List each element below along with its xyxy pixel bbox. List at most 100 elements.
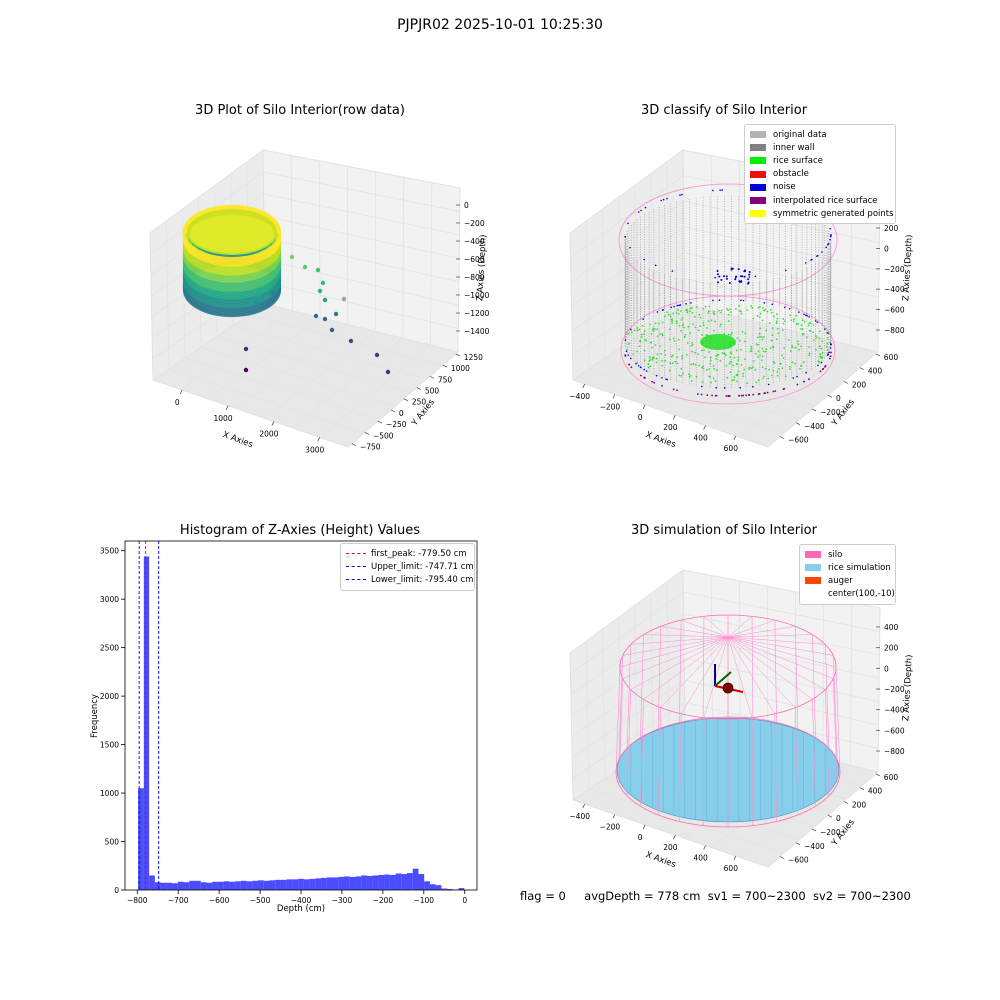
rice-surface-point bbox=[751, 366, 754, 369]
rice-surface-point bbox=[826, 349, 829, 352]
y-tick-label: 0 bbox=[836, 394, 841, 403]
rice-surface-point bbox=[782, 322, 785, 325]
rice-surface-point bbox=[678, 374, 681, 377]
silo-roof-line bbox=[619, 636, 729, 668]
rice-surface-point bbox=[800, 345, 803, 348]
x-tick-label: 400 bbox=[693, 434, 708, 443]
z-tick-label: 400 bbox=[884, 623, 899, 632]
noise-point bbox=[721, 189, 723, 191]
rice-surface-point bbox=[650, 333, 653, 335]
silo-roof-line bbox=[622, 636, 729, 656]
rice-surface-point bbox=[755, 381, 758, 384]
rice-surface-point bbox=[723, 352, 726, 355]
rice-surface-point bbox=[799, 368, 801, 370]
histogram-bar bbox=[252, 880, 259, 890]
rice-surface-point bbox=[740, 312, 743, 315]
rice-surface-point bbox=[733, 379, 736, 381]
silo-wall-line bbox=[657, 626, 661, 730]
rice-surface-point bbox=[758, 332, 761, 335]
silo-outline bbox=[620, 295, 836, 405]
rice-surface-point bbox=[790, 350, 792, 352]
rice-surface-point bbox=[744, 358, 746, 361]
rice-surface-point bbox=[750, 345, 753, 348]
rice-surface-point bbox=[755, 343, 758, 346]
noise-point bbox=[624, 339, 627, 341]
rice-surface-point bbox=[661, 364, 664, 367]
rice-surface-point bbox=[738, 309, 741, 312]
silo-wall-line bbox=[679, 713, 682, 822]
noise-point bbox=[670, 306, 673, 309]
y-tick bbox=[429, 375, 435, 379]
flag-text: flag = 0 bbox=[520, 889, 566, 903]
interpolated-point bbox=[824, 365, 827, 367]
z-tick-label: −600 bbox=[464, 255, 485, 264]
noise-point bbox=[642, 318, 644, 320]
x-tick bbox=[612, 814, 616, 819]
noise-point bbox=[739, 275, 742, 278]
z-tick-label: −800 bbox=[884, 747, 905, 756]
noise-point bbox=[788, 307, 791, 310]
raw-point bbox=[243, 367, 249, 373]
rice-surface-point bbox=[769, 308, 772, 311]
rice-surface-point bbox=[796, 340, 799, 343]
z-tick-label: −1000 bbox=[464, 291, 490, 300]
rice-surface-point bbox=[691, 312, 694, 314]
histogram-bar bbox=[458, 888, 465, 890]
noise-point bbox=[742, 299, 745, 302]
rice-surface-point bbox=[640, 333, 643, 336]
rice-surface-point bbox=[656, 353, 659, 356]
rice-surface-point bbox=[720, 309, 723, 312]
rice-surface-point bbox=[790, 319, 793, 322]
noise-point bbox=[743, 275, 746, 278]
rice-surface-point bbox=[757, 356, 760, 358]
interpolated-point bbox=[772, 390, 775, 393]
x-tick-label: 200 bbox=[663, 423, 678, 432]
rice-surface-point bbox=[703, 349, 705, 352]
x-tick bbox=[271, 421, 275, 426]
histogram-legend: first_peak: -779.50 cm Upper_limit: -747… bbox=[340, 543, 475, 591]
noise-point bbox=[643, 258, 645, 261]
rice-surface-point bbox=[689, 310, 692, 312]
histogram-bar bbox=[384, 874, 390, 890]
z-tick-label: −200 bbox=[464, 219, 485, 228]
histogram-bar bbox=[177, 881, 184, 890]
noise-point bbox=[829, 227, 832, 230]
rice-surface-point bbox=[757, 379, 760, 382]
silo-roof-line bbox=[660, 626, 729, 638]
silo-roof-line bbox=[727, 636, 834, 679]
y-tick-label: −400 bbox=[804, 842, 825, 851]
histogram-bar bbox=[321, 877, 327, 890]
rice-surface-point bbox=[797, 322, 800, 325]
x-tick-label: 400 bbox=[693, 854, 708, 863]
histogram-title: Histogram of Z-Axies (Height) Values bbox=[179, 523, 421, 538]
rice-surface-point bbox=[693, 315, 696, 318]
y-tick bbox=[377, 420, 383, 424]
silo-wall-line bbox=[618, 655, 624, 760]
rice-surface-point bbox=[737, 359, 740, 362]
rice-surface-point bbox=[719, 325, 722, 328]
legend-rice-surface: rice surface bbox=[750, 154, 890, 167]
noise-point bbox=[718, 299, 721, 301]
rice-surface-point bbox=[636, 361, 639, 364]
histogram-plot: −800 −700 −600 −500 −400 −300 −200 −100 0 0 500 100… bbox=[90, 540, 478, 914]
rice-surface-point bbox=[761, 359, 763, 362]
y-tick-label: 1250 bbox=[464, 353, 483, 362]
histogram-bar bbox=[223, 881, 230, 890]
rice-surface-point bbox=[809, 322, 812, 325]
histogram-bar bbox=[183, 882, 190, 890]
noise-point bbox=[735, 275, 738, 278]
rice-surface-point bbox=[687, 325, 690, 328]
histogram-bar bbox=[401, 874, 408, 890]
y-tick-label: −250 bbox=[386, 420, 407, 429]
rice-surface-point bbox=[656, 328, 659, 331]
y-tick-label: 0 bbox=[399, 409, 404, 418]
rice-surface-point bbox=[760, 336, 763, 338]
interpolated-point bbox=[725, 395, 728, 397]
rice-surface-point bbox=[661, 360, 663, 362]
rice-surface-point bbox=[754, 368, 757, 371]
rice-surface-point bbox=[777, 368, 780, 370]
rice-surface-point bbox=[694, 364, 697, 366]
rice-surface-point bbox=[699, 325, 702, 327]
center-marker bbox=[722, 682, 734, 694]
x-tick bbox=[673, 414, 676, 420]
